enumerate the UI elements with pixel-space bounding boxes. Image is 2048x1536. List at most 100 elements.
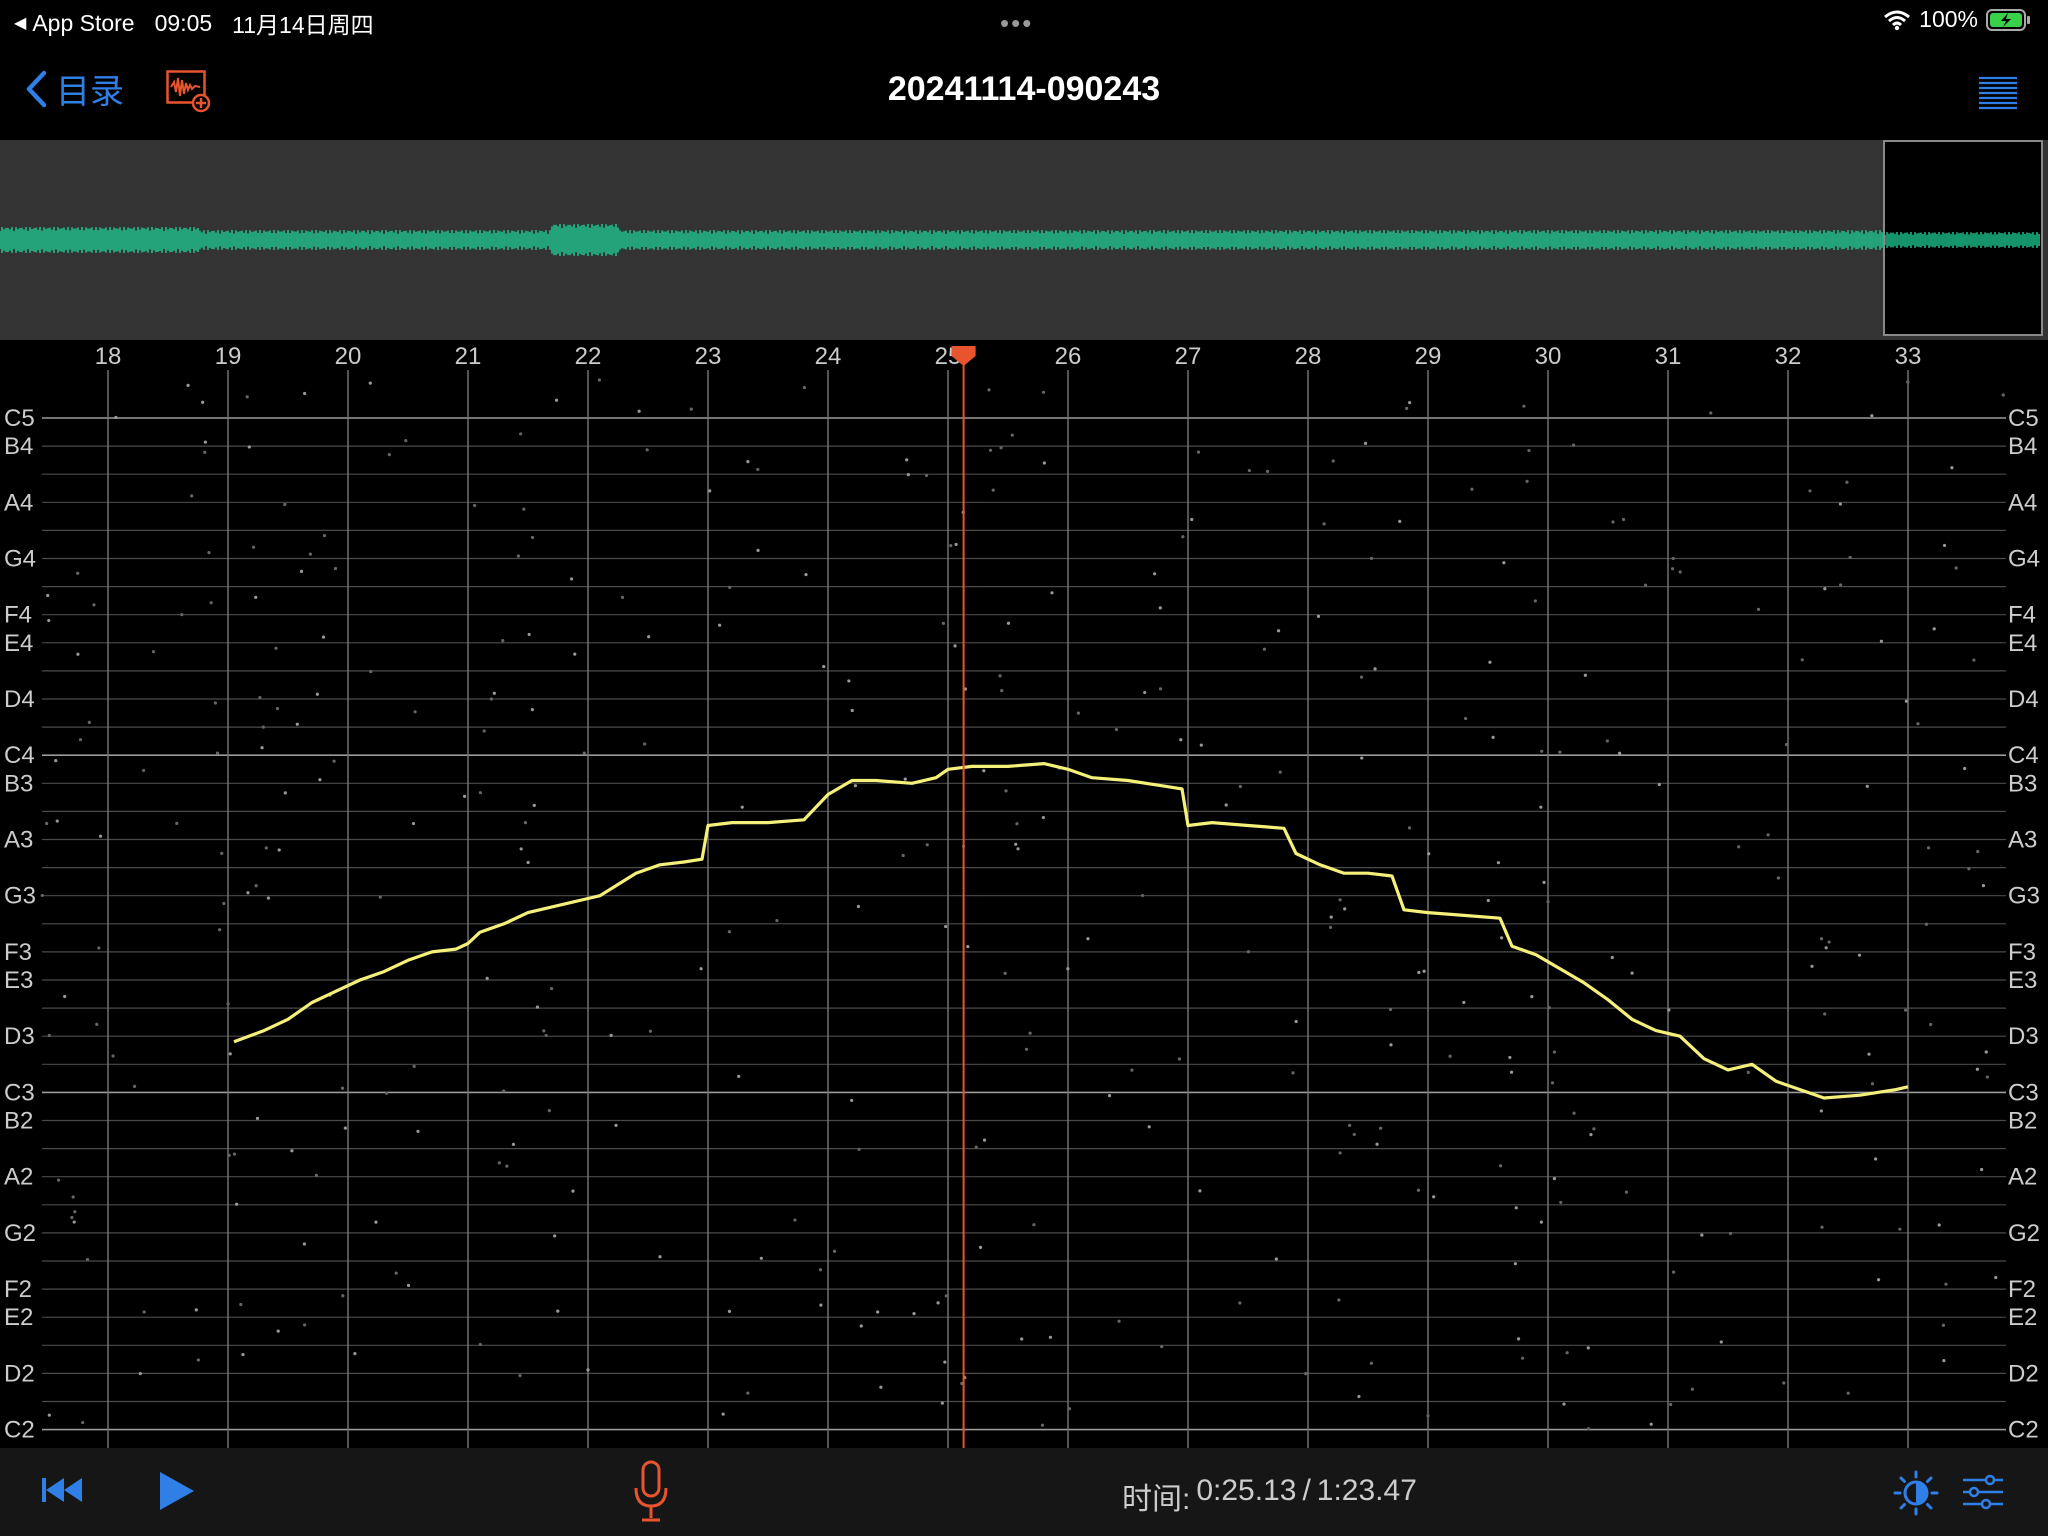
noise-dot [1417, 970, 1421, 975]
back-app-label: App Store [32, 9, 135, 36]
list-menu-icon[interactable] [1978, 72, 2018, 112]
noise-dot [554, 398, 559, 402]
noise-dot [1462, 1000, 1466, 1005]
noise-dot [1276, 629, 1281, 633]
noise-dot [232, 1152, 237, 1156]
noise-dot [1369, 1361, 1374, 1365]
playhead-marker-icon[interactable] [951, 346, 976, 366]
noise-dot [609, 1033, 613, 1037]
noise-dot [374, 1220, 378, 1224]
add-waveform-icon[interactable] [166, 70, 212, 114]
noise-dot [404, 439, 408, 443]
noise-dot [276, 1329, 280, 1333]
noise-dot [1967, 867, 1971, 871]
noise-dot [299, 569, 304, 573]
multitask-dots[interactable]: ••• [1000, 8, 1034, 38]
noise-dot [1776, 876, 1781, 880]
microphone-icon[interactable] [632, 1460, 670, 1524]
noise-dot [1916, 722, 1920, 726]
noise-dot [944, 924, 948, 929]
noise-dot [1360, 756, 1364, 760]
noise-dot [1670, 567, 1675, 571]
noise-dot [56, 1178, 61, 1182]
noise-dot [95, 1022, 99, 1026]
wifi-icon [1884, 10, 1911, 30]
noise-dot [737, 1074, 741, 1078]
noise-dot [1496, 861, 1501, 865]
noise-dot [111, 1054, 115, 1058]
noise-dot [1592, 1127, 1596, 1131]
noise-dot [1028, 1031, 1032, 1035]
noise-dot [46, 593, 50, 598]
noise-dot [384, 1091, 389, 1095]
note-label-left: A2 [4, 1164, 33, 1191]
noise-dot [582, 751, 586, 755]
noise-dot [879, 1385, 883, 1389]
noise-dot [966, 945, 970, 949]
noise-dot [1498, 1164, 1503, 1168]
noise-dot [1552, 1176, 1557, 1181]
noise-dot [978, 1245, 983, 1249]
pitch-graph[interactable]: 18 19 20 21 22 23 24 25 26 27 28 29 30 31 32 33 C5 C5 B4 B4… [0, 340, 2048, 1448]
noise-dot [142, 768, 146, 773]
noise-dot [332, 759, 336, 763]
noise-dot [859, 1324, 863, 1328]
noise-dot [940, 1401, 944, 1405]
noise-dot [255, 1116, 260, 1120]
noise-dot [213, 701, 217, 705]
noise-dot [54, 759, 58, 763]
noise-dot [314, 1173, 319, 1177]
noise-dot [1657, 782, 1661, 787]
noise-dot [1408, 400, 1412, 405]
noise-dot [1879, 639, 1884, 643]
noise-dot [1322, 522, 1326, 526]
noise-dot [1500, 936, 1504, 940]
noise-dot [906, 473, 910, 477]
noise-dot [1924, 922, 1929, 926]
catalog-back-button[interactable]: 目录 [24, 64, 124, 113]
noise-dot [544, 1033, 548, 1038]
status-time: 09:05 [154, 9, 213, 36]
noise-dot [1737, 845, 1741, 849]
noise-dot [804, 572, 808, 577]
status-date: 11月14日周四 [232, 12, 374, 38]
settings-sliders-icon[interactable] [1962, 1474, 2004, 1510]
noise-dot [340, 1086, 345, 1090]
waveform-overview[interactable] [0, 140, 2048, 340]
noise-dot [519, 432, 523, 436]
time-tick-label: 33 [1895, 343, 1922, 370]
noise-dot [1583, 673, 1587, 677]
note-label-left: D2 [4, 1360, 35, 1387]
play-icon[interactable] [158, 1470, 198, 1512]
noise-dot [1785, 742, 1789, 747]
time-tick-label: 23 [695, 343, 722, 370]
noise-dot [746, 460, 750, 464]
time-tick-label: 24 [815, 343, 842, 370]
noise-dot [303, 391, 307, 396]
noise-dot [511, 1142, 516, 1146]
noise-dot [1010, 433, 1014, 437]
noise-dot [1542, 880, 1546, 884]
noise-dot [1032, 1223, 1036, 1227]
recording-title: 20241114-090243 [887, 70, 1161, 108]
noise-dot [482, 729, 486, 733]
noise-dot [1980, 1167, 1984, 1172]
overview-viewport-handle[interactable] [1883, 140, 2043, 336]
rewind-to-start-icon[interactable] [40, 1472, 86, 1508]
noise-dot [1867, 1052, 1871, 1056]
noise-dot [901, 853, 905, 858]
brightness-contrast-icon[interactable] [1893, 1470, 1939, 1516]
noise-dot [1042, 461, 1046, 465]
noise-dot [645, 448, 649, 452]
noise-dot [689, 407, 693, 411]
noise-dot [597, 378, 602, 382]
back-to-app-link[interactable]: ◀ App Store [14, 10, 135, 37]
noise-dot [1432, 1195, 1436, 1199]
noise-dot [1016, 847, 1020, 851]
noise-dot [1516, 1337, 1521, 1341]
noise-dot [2001, 393, 2005, 397]
noise-dot [413, 710, 417, 714]
noise-dot [857, 1147, 861, 1151]
time-tick-label: 19 [215, 343, 242, 370]
